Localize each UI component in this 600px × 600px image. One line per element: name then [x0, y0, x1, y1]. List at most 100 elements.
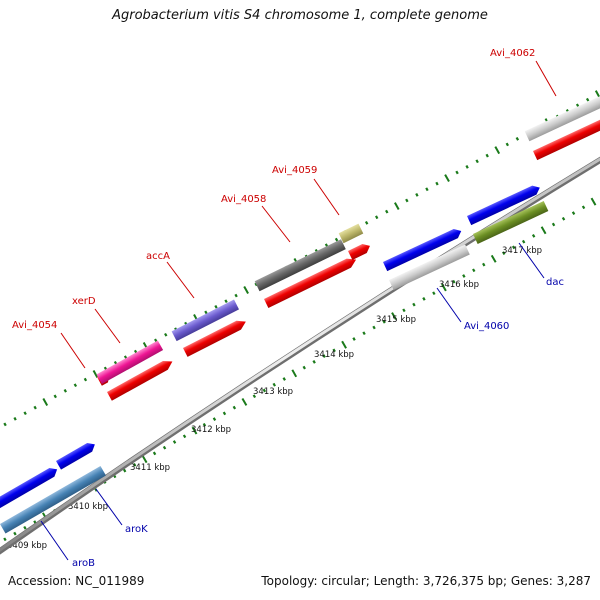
- ruler-tick-lower: [412, 302, 416, 307]
- ruler-tick-lower: [152, 451, 157, 456]
- gene-labels: Avi_4054 xerD accA Avi_4058 Avi_4059 Avi…: [12, 48, 564, 569]
- leader-avi4060: [436, 287, 462, 323]
- ruler-label-3417: 3417 kbp: [502, 246, 542, 256]
- ruler-tick-upper: [515, 136, 520, 141]
- ruler-label-3413: 3413 kbp: [253, 387, 293, 397]
- leader-avi4058: [261, 205, 291, 243]
- accession-text: Accession: NC_011989: [8, 574, 145, 588]
- ruler-tick-lower: [222, 411, 227, 416]
- gene-label-avi4054[interactable]: Avi_4054: [12, 320, 57, 331]
- feature-avi4058[interactable]: [254, 239, 346, 292]
- ruler-tick-upper: [485, 153, 489, 158]
- feature-xerD[interactable]: [96, 340, 164, 384]
- feature-dac-cds[interactable]: [467, 183, 542, 226]
- feature-aroB[interactable]: [0, 466, 106, 534]
- ruler-tick-upper: [385, 209, 389, 214]
- ruler-tick-upper: [415, 192, 419, 197]
- ruler-label-3414: 3414 kbp: [314, 350, 354, 360]
- map-title: Agrobacterium vitis S4 chromosome 1, com…: [112, 8, 488, 23]
- ruler-tick-upper: [3, 422, 7, 427]
- ruler-tick-upper: [63, 388, 67, 393]
- feature-avi4062[interactable]: [524, 93, 600, 142]
- ruler-tick-upper: [425, 187, 429, 192]
- ruler-tick-lower: [141, 455, 148, 464]
- ruler-tick-upper: [475, 159, 479, 164]
- ruler-tick-lower: [402, 308, 406, 313]
- leader-aroK: [95, 488, 123, 526]
- ruler-tick-upper: [505, 142, 509, 147]
- ruler-tick-upper: [435, 181, 439, 186]
- ruler-tick-lower: [232, 405, 237, 410]
- gene-label-aroK[interactable]: aroK: [125, 524, 148, 535]
- ruler-tick-lower: [291, 369, 298, 378]
- feature-avi4060[interactable]: [389, 244, 470, 290]
- ruler-tick-upper: [214, 304, 218, 309]
- gene-label-avi4060[interactable]: Avi_4060: [464, 321, 509, 332]
- gene-label-avi4059[interactable]: Avi_4059: [272, 165, 317, 176]
- ruler-tick-lower: [561, 216, 566, 221]
- ruler-tick-upper: [444, 174, 450, 182]
- ruler-tick-upper: [375, 215, 379, 220]
- feature-avi4060-cds[interactable]: [383, 227, 463, 272]
- gene-label-dac[interactable]: dac: [546, 277, 564, 288]
- feature-aroK-cds[interactable]: [56, 440, 97, 470]
- ruler-tick-lower: [422, 297, 426, 301]
- feature-accA[interactable]: [171, 299, 240, 342]
- leader-dac: [518, 242, 545, 279]
- ruler-tick-lower: [502, 251, 506, 255]
- ruler-tick-upper: [465, 164, 469, 169]
- ruler-label-3412: 3412 kbp: [191, 425, 231, 435]
- ruler-tick-lower: [372, 325, 376, 330]
- ruler-tick-lower: [472, 268, 476, 273]
- feature-avi4058-cds[interactable]: [264, 255, 358, 308]
- ruler-tick-lower: [551, 222, 556, 227]
- ruler-tick-lower: [262, 388, 267, 393]
- ruler-tick-lower: [332, 348, 336, 353]
- ruler-tick-lower: [452, 279, 456, 284]
- ruler-tick-upper: [92, 370, 99, 378]
- ruler-tick-lower: [241, 397, 248, 406]
- ruler-tick-lower: [212, 417, 217, 421]
- ruler-tick-upper: [243, 286, 249, 294]
- genome-summary-text: Topology: circular; Length: 3,726,375 bp…: [261, 574, 591, 588]
- ruler-tick-upper: [224, 299, 228, 304]
- ruler-tick-upper: [594, 90, 600, 99]
- ruler-tick-lower: [172, 440, 177, 444]
- feature-avi4062-cds[interactable]: [533, 113, 600, 161]
- ruler-tick-upper: [13, 416, 17, 421]
- ruler-tick-lower: [302, 365, 306, 370]
- ruler-tick-lower: [521, 239, 526, 244]
- ruler-tick-lower: [540, 226, 547, 235]
- ruler-tick-upper: [23, 411, 27, 416]
- ruler-tick-lower: [432, 291, 436, 296]
- ruler-labels: 3409 kbp 3410 kbp 3411 kbp 3412 kbp 3413…: [7, 246, 542, 551]
- feature-avi4059[interactable]: [338, 223, 364, 244]
- gene-label-accA[interactable]: accA: [146, 251, 170, 262]
- gene-label-xerD[interactable]: xerD: [72, 296, 96, 307]
- ruler-tick-upper: [154, 338, 158, 343]
- ruler-tick-lower: [122, 468, 127, 473]
- gene-leader-lines: [40, 60, 557, 561]
- ruler-label-3410: 3410 kbp: [68, 502, 108, 512]
- ruler-tick-upper: [73, 383, 78, 388]
- feature-accA-cds[interactable]: [183, 317, 248, 357]
- ruler-tick-lower: [362, 331, 366, 336]
- gene-label-avi4062[interactable]: Avi_4062: [490, 48, 535, 59]
- feature-avi4059-cds[interactable]: [348, 241, 372, 260]
- ruler-tick-lower: [590, 197, 597, 206]
- ruler-tick-lower: [252, 394, 257, 399]
- ruler-tick-lower: [482, 262, 486, 267]
- ruler-tick-upper: [334, 237, 339, 242]
- ruler-label-3415: 3415 kbp: [376, 315, 416, 325]
- feature-aroB-cds[interactable]: [0, 465, 60, 509]
- ruler-tick-lower: [162, 445, 167, 450]
- gene-label-avi4058[interactable]: Avi_4058: [221, 194, 266, 205]
- ruler-tick-upper: [33, 405, 37, 410]
- leader-aroB: [40, 520, 69, 561]
- feature-xerD-cds[interactable]: [107, 357, 175, 401]
- ruler-tick-lower: [341, 340, 347, 349]
- feature-dac[interactable]: [473, 201, 549, 244]
- ruler-tick-lower: [441, 283, 447, 292]
- gene-label-aroB[interactable]: aroB: [72, 558, 95, 569]
